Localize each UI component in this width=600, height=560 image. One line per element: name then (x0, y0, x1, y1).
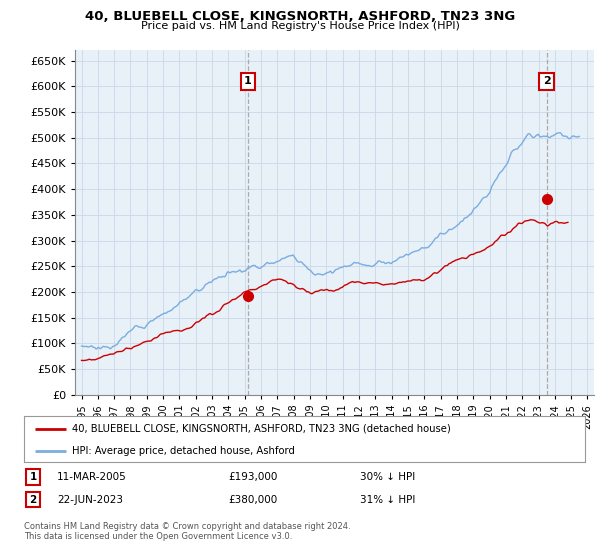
Text: 1: 1 (29, 472, 37, 482)
Text: £193,000: £193,000 (228, 472, 277, 482)
Text: 11-MAR-2005: 11-MAR-2005 (57, 472, 127, 482)
Text: Price paid vs. HM Land Registry's House Price Index (HPI): Price paid vs. HM Land Registry's House … (140, 21, 460, 31)
Text: 2: 2 (29, 494, 37, 505)
Text: 1: 1 (244, 76, 252, 86)
Text: HPI: Average price, detached house, Ashford: HPI: Average price, detached house, Ashf… (71, 446, 295, 455)
Text: Contains HM Land Registry data © Crown copyright and database right 2024.
This d: Contains HM Land Registry data © Crown c… (24, 522, 350, 542)
Text: 40, BLUEBELL CLOSE, KINGSNORTH, ASHFORD, TN23 3NG (detached house): 40, BLUEBELL CLOSE, KINGSNORTH, ASHFORD,… (71, 424, 451, 434)
Text: 2: 2 (543, 76, 551, 86)
Text: 22-JUN-2023: 22-JUN-2023 (57, 494, 123, 505)
Text: £380,000: £380,000 (228, 494, 277, 505)
Text: 40, BLUEBELL CLOSE, KINGSNORTH, ASHFORD, TN23 3NG: 40, BLUEBELL CLOSE, KINGSNORTH, ASHFORD,… (85, 10, 515, 23)
Text: 31% ↓ HPI: 31% ↓ HPI (360, 494, 415, 505)
Text: 30% ↓ HPI: 30% ↓ HPI (360, 472, 415, 482)
